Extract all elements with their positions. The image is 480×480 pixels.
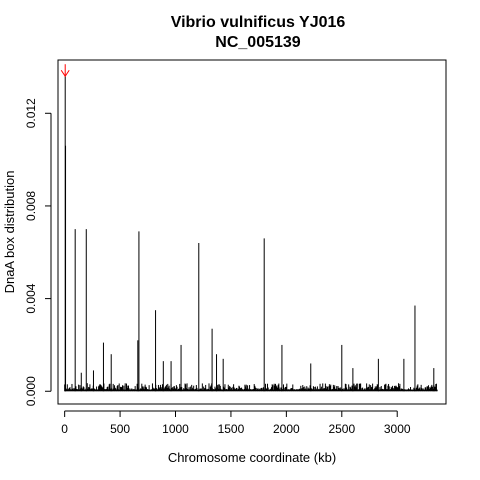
y-tick-label: 0.012 (24, 98, 38, 128)
peak-bars (64, 76, 435, 392)
y-axis: 0.000 0.004 0.008 0.012 (24, 98, 52, 406)
x-tick-label: 1500 (218, 422, 245, 436)
x-tick-label: 2500 (328, 422, 355, 436)
marker-arrow-head (60, 69, 70, 78)
x-tick-label: 2000 (273, 422, 300, 436)
y-axis-label: DnaA box distribution (2, 171, 17, 294)
y-tick-label: 0.004 (24, 283, 38, 313)
x-axis: 0 500 1000 1500 2000 2500 3000 (61, 410, 411, 436)
plot-frame (57, 59, 447, 405)
chart-title: Vibrio vulnificus YJ016 (171, 14, 346, 31)
x-tick-label: 500 (110, 422, 130, 436)
x-tick-label: 3000 (384, 422, 411, 436)
x-tick-label: 0 (61, 422, 68, 436)
origin-marker (60, 64, 70, 78)
x-axis-label: Chromosome coordinate (kb) (168, 450, 336, 465)
y-tick-label: 0.008 (24, 191, 38, 221)
x-tick-label: 1000 (162, 422, 189, 436)
chart-subtitle: NC_005139 (215, 34, 301, 51)
y-tick-label: 0.000 (24, 376, 38, 406)
